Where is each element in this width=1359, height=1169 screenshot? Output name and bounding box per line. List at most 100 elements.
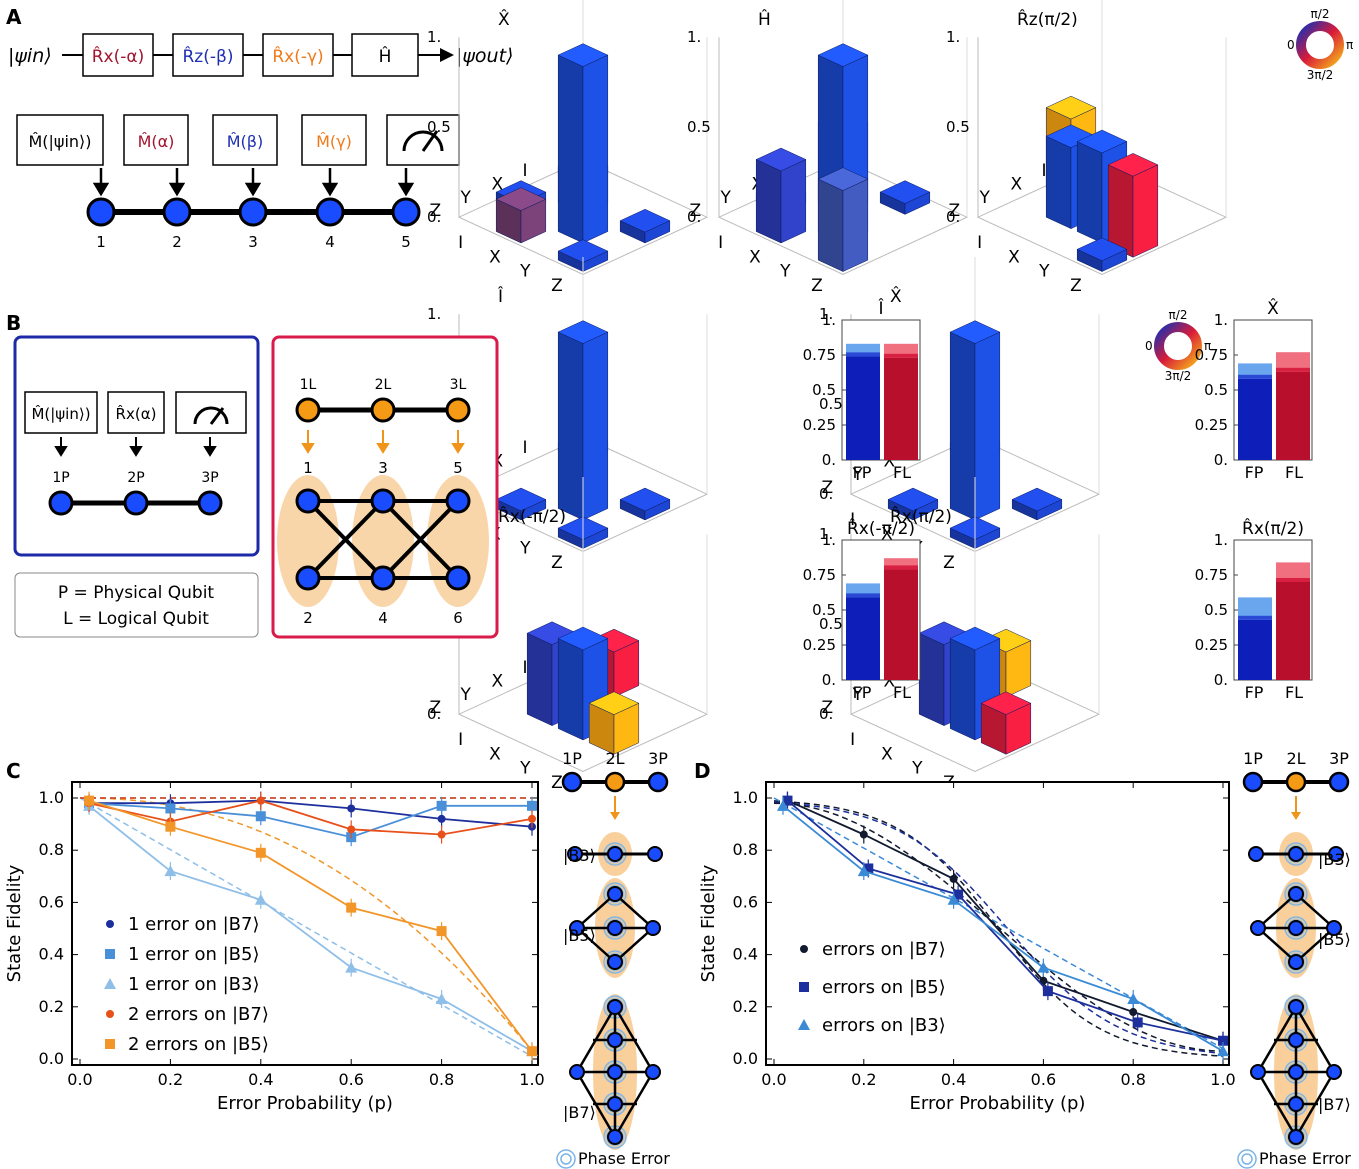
qubit-node bbox=[197, 490, 223, 516]
side-top-label: 3P bbox=[1329, 749, 1349, 768]
data-point bbox=[436, 800, 447, 811]
fidelity-y-tick: 0.75 bbox=[1195, 346, 1228, 364]
y-tick-label: 0.0 bbox=[39, 1049, 64, 1068]
z-tick-label: 0. bbox=[427, 705, 441, 723]
z-tick-label: 0. bbox=[946, 208, 960, 226]
phase-wheel: π/2 π 3π/2 0 bbox=[1287, 7, 1353, 82]
axis-label: Z bbox=[690, 201, 702, 221]
legend-marker bbox=[106, 1010, 114, 1018]
fidelity-y-tick: 1. bbox=[822, 531, 836, 549]
data-point bbox=[346, 902, 357, 913]
data-point bbox=[164, 865, 177, 877]
series-line bbox=[89, 799, 533, 828]
fidelity-x-label: FP bbox=[1245, 683, 1264, 702]
qubit-number: 4 bbox=[325, 233, 335, 251]
tomography-bar bbox=[879, 180, 931, 215]
x-axis-label: Error Probability (p) bbox=[910, 1093, 1086, 1114]
fp-bar bbox=[1238, 597, 1272, 680]
z-tick-label: 1. bbox=[687, 28, 701, 46]
phase-error-label: Phase Error bbox=[1259, 1149, 1351, 1168]
fidelity-bar-chart: Î 1. 0.75 0.5 0.25 0. FP FL bbox=[803, 297, 921, 482]
fidelity-y-tick: 1. bbox=[1214, 311, 1228, 329]
z-tick-label: 1. bbox=[427, 305, 441, 323]
x-tick-label: 0.8 bbox=[429, 1070, 454, 1089]
axis-label: I bbox=[850, 730, 855, 750]
fidelity-x-label: FP bbox=[853, 463, 872, 482]
tomography-bar bbox=[949, 320, 1001, 521]
measurement-chain: M̂(|ψin⟩) M̂(α) M̂(β) M̂(γ) 1 bbox=[16, 114, 460, 251]
cluster-side-diagrams: 1P 2L 3P |B3⟩ |B5⟩ |B7⟩ Phase Error 1P 2L 3P |B3⟩ |… bbox=[556, 749, 1351, 1169]
legend-marker bbox=[798, 1019, 810, 1030]
fidelity-y-tick: 0. bbox=[822, 671, 836, 689]
fidelity-x-label: FP bbox=[1245, 463, 1264, 482]
y-tick-label: 0.2 bbox=[39, 997, 64, 1016]
qubit-node bbox=[48, 490, 74, 516]
axis-label: Z bbox=[1070, 276, 1082, 296]
z-tick-label: 0.5 bbox=[819, 615, 843, 633]
axis-label: Z bbox=[551, 773, 563, 793]
side-diagram: 1P 2L 3P |B3⟩ |B5⟩ |B7⟩ Phase Error bbox=[1237, 749, 1351, 1169]
panel-label-c: C bbox=[6, 759, 21, 783]
qubit-node bbox=[238, 197, 268, 227]
b7-label: |B7⟩ bbox=[1318, 1095, 1351, 1114]
y-tick-label: 0.0 bbox=[733, 1049, 758, 1068]
axis-label: X bbox=[881, 524, 893, 544]
fidelity-y-tick: 0.5 bbox=[812, 601, 836, 619]
legend-logical: L = Logical Qubit bbox=[63, 609, 209, 629]
qubit-number: 2 bbox=[172, 233, 182, 251]
tomography-bar bbox=[1076, 237, 1128, 272]
physical-qubit-box: M̂(|ψin⟩) R̂x(α) 1P 2P 3P bbox=[13, 335, 260, 557]
y-axis-label: State Fidelity bbox=[4, 864, 25, 982]
fp-bar bbox=[1238, 363, 1272, 460]
legend-marker bbox=[799, 982, 809, 992]
legend-label: errors on |B7⟩ bbox=[822, 939, 946, 960]
z-tick-label: 0.5 bbox=[819, 395, 843, 413]
cluster-number: 1 bbox=[303, 459, 313, 477]
data-point bbox=[527, 1046, 537, 1057]
fidelity-y-tick: 0.25 bbox=[803, 416, 836, 434]
x-tick-label: 0.8 bbox=[1120, 1070, 1145, 1089]
fidelity-y-tick: 0.75 bbox=[1195, 566, 1228, 584]
data-point bbox=[347, 825, 356, 834]
fidelity-x-label: FL bbox=[893, 463, 911, 482]
axis-label: Z bbox=[949, 201, 961, 221]
axis-label: X bbox=[489, 744, 501, 764]
data-point bbox=[857, 865, 870, 877]
tomography-bar bbox=[619, 487, 671, 521]
gate-rx-gamma: R̂x(-γ) bbox=[262, 33, 334, 77]
gate-hadamard-label: Ĥ bbox=[379, 45, 392, 67]
series-line bbox=[782, 805, 1224, 1052]
axis-label: Y bbox=[519, 262, 531, 282]
theory-curve bbox=[773, 801, 1224, 1055]
data-point bbox=[1042, 986, 1053, 997]
data-point bbox=[949, 874, 958, 883]
tomography-plot: 1.0.50.ĤZIYXXYIZ bbox=[687, 0, 969, 296]
fidelity-line-charts: 0.0 0.2 0.4 0.6 0.8 1.0 0.0 0.2 0.4 0.6 0.8 1.0 Erro… bbox=[4, 781, 1236, 1114]
axis-label: X bbox=[881, 744, 893, 764]
tomography-title: Î bbox=[497, 285, 504, 307]
logical-label: 1L bbox=[300, 377, 317, 393]
axis-label: Z bbox=[822, 478, 834, 498]
fl-bar bbox=[884, 343, 918, 460]
data-point bbox=[1132, 1017, 1143, 1028]
phase-error-icon bbox=[1237, 1149, 1257, 1169]
axis-label: Z bbox=[430, 698, 442, 718]
legend-marker bbox=[800, 945, 808, 953]
legend-marker bbox=[105, 949, 115, 959]
meas-beta-label: M̂(β) bbox=[227, 132, 264, 151]
tomography-bar bbox=[980, 691, 1032, 755]
axis-label: Z bbox=[811, 276, 823, 296]
axis-label: Z bbox=[551, 276, 563, 296]
y-tick-label: 0.6 bbox=[733, 892, 758, 911]
axis-label: Y bbox=[852, 685, 864, 705]
fidelity-bar-chart: X̂ 1. 0.75 0.5 0.25 0. FP FL bbox=[1195, 298, 1313, 482]
axis-label: X bbox=[1008, 247, 1020, 267]
theory-curve bbox=[773, 797, 1224, 1050]
tomography-bar bbox=[588, 691, 640, 755]
data-point bbox=[953, 889, 964, 900]
series-line bbox=[88, 805, 533, 1052]
y-tick-label: 0.4 bbox=[733, 945, 758, 964]
